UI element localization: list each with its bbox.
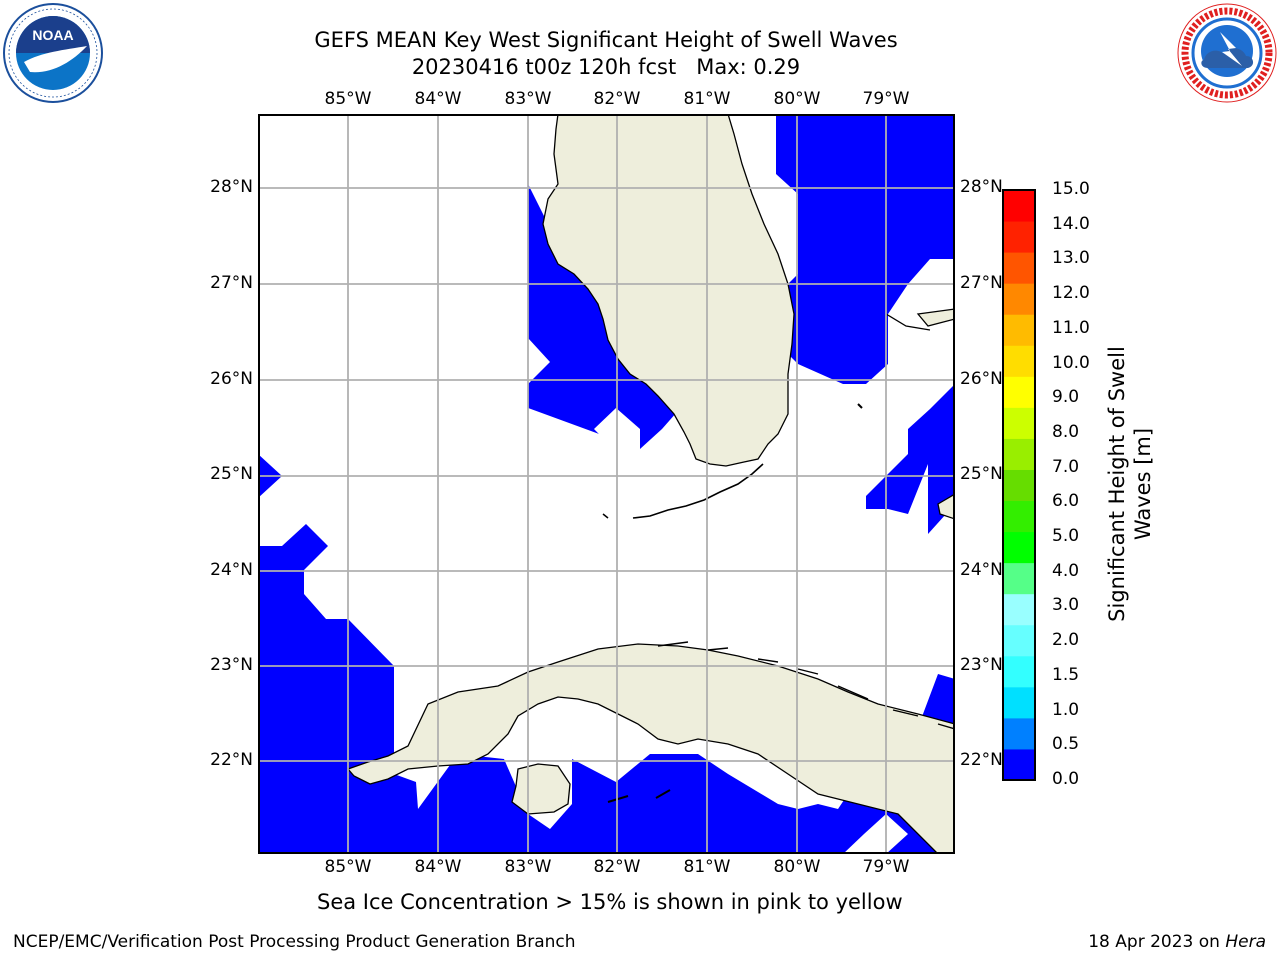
footer-date: 18 Apr 2023 on Hera [1088,932,1266,952]
bahamas-islet [857,403,863,409]
lat-label-right: 25°N [960,464,1003,484]
cuba-cays [657,641,955,730]
lon-label-top: 79°W [862,89,910,109]
colorbar-tick-label: 6.0 [1052,491,1080,512]
lon-label-top: 83°W [504,89,552,109]
colorbar-segment [1003,624,1035,657]
colorbar-tick-label: 0.0 [1052,769,1080,789]
colorbar-tick-label: 12.0 [1052,283,1090,304]
noaa-logo: NOAA [2,2,104,104]
colorbar-tick-label: 1.0 [1052,699,1080,720]
colorbar-segment [1003,562,1035,595]
colorbar-title: Significant Height of Swell Waves [m] [1105,346,1155,622]
nws-emblem-icon [1177,3,1277,103]
colorbar-tick-label: 3.0 [1052,595,1080,616]
colorbar-segment [1003,469,1035,502]
isla-de-la-juventud [511,763,571,815]
lon-label-top: 81°W [683,89,731,109]
lon-label-bottom: 81°W [683,857,731,877]
colorbar-tick-label: 10.0 [1052,352,1090,373]
lon-label-top: 85°W [324,89,372,109]
lat-label-left: 25°N [210,464,253,484]
lon-label-bottom: 79°W [862,857,910,877]
lat-label-right: 27°N [960,273,1003,293]
colorbar-tick-label: 0.5 [1052,734,1080,755]
colorbar-segment [1003,500,1035,533]
noaa-emblem-icon: NOAA [3,3,103,103]
footer-host: Hera [1225,932,1266,952]
map-frame [258,114,955,854]
lon-label-top: 80°W [773,89,821,109]
chart-title: GEFS MEAN Key West Significant Height of… [314,28,898,52]
florida-keys [632,463,764,519]
lat-label-right: 22°N [960,750,1003,770]
colorbar-segment [1003,686,1035,719]
sea-ice-caption: Sea Ice Concentration > 15% is shown in … [317,890,903,914]
lat-label-right: 24°N [960,560,1003,580]
lat-label-left: 26°N [210,369,253,389]
colorbar-tick-label: 14.0 [1052,213,1090,234]
lat-label-right: 26°N [960,369,1003,389]
colorbar-segment [1003,655,1035,688]
key-west-islet [602,513,609,519]
lat-label-left: 24°N [210,560,253,580]
colorbar-segment [1003,283,1035,315]
lat-label-right: 28°N [960,177,1003,197]
lon-label-bottom: 82°W [593,857,641,877]
bahamas-islands [916,308,955,520]
colorbar-frame [1002,189,1036,781]
lon-label-top: 82°W [593,89,641,109]
colorbar-segment [1003,190,1035,222]
colorbar-segment [1003,531,1035,564]
graticule [258,114,955,854]
lat-label-left: 22°N [210,750,253,770]
nws-logo [1176,2,1278,104]
colorbar-tick-label: 4.0 [1052,560,1080,581]
lat-label-right: 23°N [960,655,1003,675]
lon-label-top: 84°W [414,89,462,109]
colorbar [1002,189,1036,781]
lon-label-bottom: 83°W [504,857,552,877]
colorbar-segment [1003,376,1035,408]
colorbar-segment [1003,252,1035,284]
lat-label-left: 23°N [210,655,253,675]
chart-subtitle: 20230416 t00z 120h fcst Max: 0.29 [411,55,801,79]
footer-date-text: 18 Apr 2023 on [1088,932,1220,952]
colorbar-segment [1003,221,1035,253]
colorbar-segment [1003,717,1035,750]
lat-label-left: 27°N [210,273,253,293]
colorbar-segment [1003,593,1035,626]
colorbar-tick-label: 15.0 [1052,179,1090,199]
no-data-regions [258,114,955,854]
colorbar-tick-label: 1.5 [1052,664,1080,685]
colorbar-tick-label: 9.0 [1052,387,1080,408]
noaa-logo-text: NOAA [32,27,73,43]
colorbar-tick-label: 8.0 [1052,421,1080,442]
lat-label-left: 28°N [210,177,253,197]
colorbar-segment [1003,748,1035,781]
bahamas-outline [885,313,931,331]
colorbar-segment [1003,314,1035,346]
footer-credit: NCEP/EMC/Verification Post Processing Pr… [13,932,576,952]
lon-label-bottom: 85°W [324,857,372,877]
colorbar-tick-label: 13.0 [1052,248,1090,269]
south-cuba-islets [607,789,671,803]
colorbar-tick-label: 5.0 [1052,526,1080,547]
colorbar-segment [1003,438,1035,470]
lon-label-bottom: 80°W [773,857,821,877]
swell-map [258,114,955,854]
colorbar-tick-label: 11.0 [1052,317,1090,338]
florida-land [542,114,795,467]
colorbar-tick-label: 7.0 [1052,456,1080,477]
lon-label-bottom: 84°W [414,857,462,877]
colorbar-segment [1003,345,1035,377]
colorbar-segment [1003,407,1035,439]
colorbar-tick-label: 2.0 [1052,630,1080,651]
cuba-land [346,643,955,854]
